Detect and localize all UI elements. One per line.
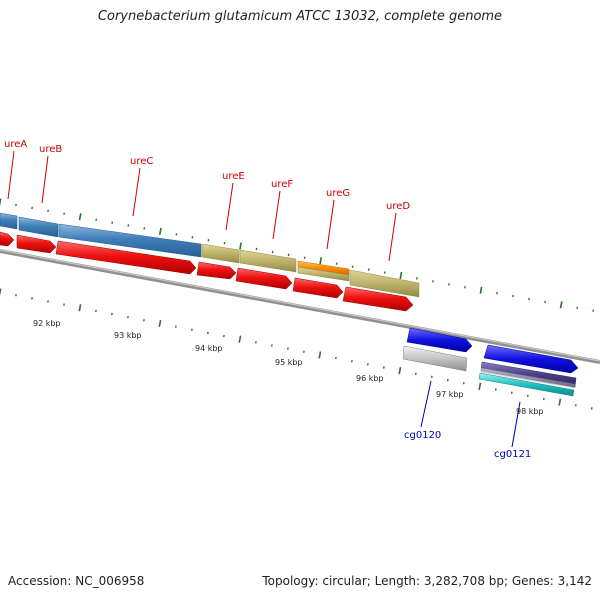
gene-label-ureD: ureD <box>386 201 410 212</box>
gene-block-ureD <box>349 269 420 298</box>
gene-arrow-ureG <box>292 277 344 299</box>
leader-cg0121 <box>511 401 521 448</box>
outer-ring-major-tick <box>158 227 162 235</box>
inner-tick-ring <box>0 288 593 410</box>
inner-ring-major-tick <box>318 351 322 359</box>
gene-label-ureF: ureF <box>271 179 293 190</box>
outer-ring-major-tick <box>399 271 403 280</box>
inner-ring-minor-tick <box>382 366 385 369</box>
inner-ring-minor-tick <box>350 359 353 363</box>
map-title: Corynebacterium glutamicum ATCC 13032, c… <box>97 9 503 24</box>
leader-ureC <box>132 167 141 217</box>
gene-arrow-ureB <box>16 234 57 254</box>
gene-label-ureC: ureC <box>130 156 153 167</box>
forward-strand-features <box>0 212 420 298</box>
gene-arrow-ureE <box>196 261 237 280</box>
inner-ring-minor-tick <box>127 315 129 319</box>
scale-label-94kbp: 94 kbp <box>195 344 223 353</box>
outer-ring-major-tick <box>239 242 242 250</box>
outer-ring-major-tick <box>78 213 82 221</box>
outer-ring-major-tick <box>479 286 483 294</box>
inner-ring-minor-tick <box>95 309 97 313</box>
gene-block-ureE <box>201 243 240 264</box>
gene-arrow-ureA <box>0 231 15 247</box>
gene-label-ureA: ureA <box>4 139 27 150</box>
gene-block-ureF <box>239 249 297 273</box>
gene-arrow-cg0121-navy <box>483 344 579 374</box>
outer-ring-major-tick <box>559 301 563 309</box>
gene-arrow-ureD <box>342 286 414 312</box>
gene-arrow-cg0120-navy <box>406 327 473 353</box>
gene-label-leaders <box>7 150 521 448</box>
red-gene-arrows <box>0 231 414 312</box>
gene-block-ureC <box>58 223 202 258</box>
scale-label-95kbp: 95 kbp <box>275 358 303 367</box>
gene-block-ureG <box>297 266 350 282</box>
leader-ureE <box>225 182 234 231</box>
scale-label-96kbp: 96 kbp <box>356 374 384 383</box>
genome-backbone-highlight <box>0 249 600 362</box>
leader-cg0120 <box>420 380 432 428</box>
gene-arrow-ureF <box>235 267 293 290</box>
gene-block-ureB <box>18 216 59 238</box>
gene-block-cg0121-cyan <box>478 372 575 397</box>
gene-block-cg0120-gray <box>402 345 468 372</box>
scale-labels: 92 kbp 93 kbp 94 kbp 95 kbp 96 kbp 97 kb… <box>33 319 544 416</box>
inner-ring-minor-tick <box>111 312 113 316</box>
inner-ring-major-tick <box>478 382 482 390</box>
gene-arrow-ureC <box>55 240 197 275</box>
gene-label-ureG: ureG <box>326 188 350 199</box>
inner-ring-major-tick <box>238 335 242 343</box>
summary-text: Topology: circular; Length: 3,282,708 bp… <box>262 574 592 588</box>
leader-ureG <box>326 199 335 250</box>
inner-ring-major-tick <box>78 304 82 312</box>
accession-text: Accession: NC_006958 <box>8 574 145 588</box>
inner-ring-major-tick <box>558 398 562 406</box>
scale-label-97kbp: 97 kbp <box>436 390 464 399</box>
scale-label-92kbp: 92 kbp <box>33 319 61 328</box>
leader-ureB <box>41 155 49 204</box>
inner-ring-major-tick <box>158 319 162 328</box>
outer-ring-major-tick <box>0 198 2 206</box>
gene-label-ureB: ureB <box>39 144 62 155</box>
inner-ring-major-tick <box>398 367 402 375</box>
leader-ureF <box>272 190 281 240</box>
gene-label-ureE: ureE <box>222 171 245 182</box>
outer-ring-major-tick <box>319 257 323 265</box>
inner-ring-major-tick <box>0 288 2 296</box>
gene-label-cg0120: cg0120 <box>404 430 441 441</box>
inner-ring-minor-tick <box>143 319 145 322</box>
gene-label-cg0121: cg0121 <box>494 449 531 460</box>
gene-block-cg0121-gray <box>480 367 576 389</box>
leader-ureD <box>388 212 397 262</box>
outer-tick-ring <box>0 198 595 312</box>
genome-backbone <box>0 249 600 364</box>
leader-ureA <box>7 150 15 200</box>
gene-block-ureA <box>0 212 18 230</box>
inner-ring-minor-tick <box>366 363 369 366</box>
scale-label-93kbp: 93 kbp <box>114 331 142 340</box>
scale-label-98kbp: 98 kbp <box>516 407 544 416</box>
gene-labels: ureA ureB ureC ureE ureF ureG ureD cg012… <box>4 139 531 460</box>
reverse-strand-features <box>402 327 579 397</box>
